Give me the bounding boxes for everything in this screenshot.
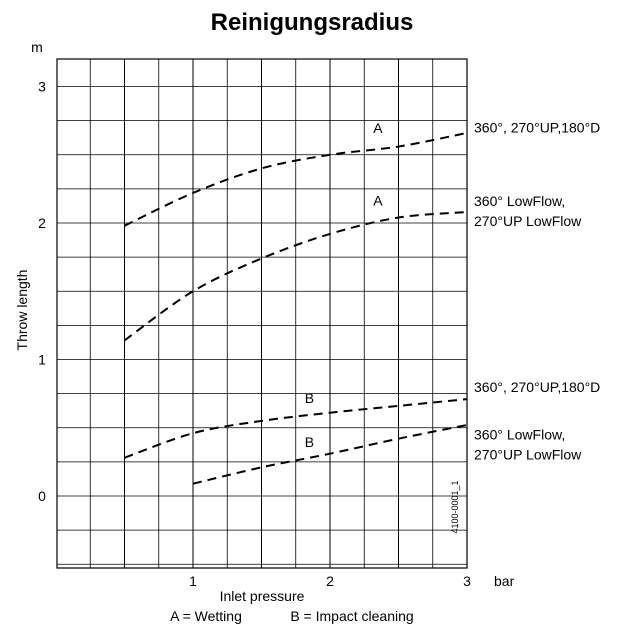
y-tick-label: 1	[38, 352, 46, 368]
x-unit-label: bar	[494, 573, 515, 589]
y-tick-label: 2	[38, 215, 46, 231]
chart-text: A 360°, 270°UP,180°D A 360° LowFlow, 270°UP …	[14, 9, 600, 624]
curve-letter-label: B	[305, 390, 314, 406]
series-line	[124, 131, 468, 227]
x-tick-label: 1	[189, 573, 197, 589]
curve-letter-label: A	[373, 192, 383, 208]
chart-curves	[123, 131, 468, 485]
y-tick-label: 3	[38, 79, 46, 95]
series-end-label: 270°UP LowFlow	[474, 213, 582, 229]
plot-frame	[56, 58, 468, 569]
x-axis-label: Inlet pressure	[220, 588, 305, 604]
chart-grid	[56, 58, 468, 569]
legend-item-wetting: A = Wetting	[170, 608, 242, 624]
series-end-label: 360°, 270°UP,180°D	[474, 119, 600, 135]
y-unit-label: m	[31, 39, 43, 55]
series-line	[124, 398, 468, 459]
x-tick-label: 2	[326, 573, 334, 589]
curve-letter-label: B	[305, 434, 314, 450]
chart-title: Reinigungsradius	[211, 9, 414, 36]
y-tick-label: 0	[38, 488, 46, 504]
series-end-label: 360° LowFlow,	[474, 427, 565, 443]
x-tick-label: 3	[463, 573, 471, 589]
figure-code-label: 4100-0001_1	[450, 480, 460, 533]
series-end-label: 360° LowFlow,	[474, 193, 565, 209]
y-axis-label: Throw length	[14, 270, 30, 351]
series-end-label: 360°, 270°UP,180°D	[474, 379, 600, 395]
series-end-label: 270°UP LowFlow	[474, 447, 582, 463]
series-line	[192, 424, 468, 485]
curve-letter-label: A	[373, 120, 383, 136]
legend-item-impact-cleaning: B = Impact cleaning	[290, 608, 413, 624]
